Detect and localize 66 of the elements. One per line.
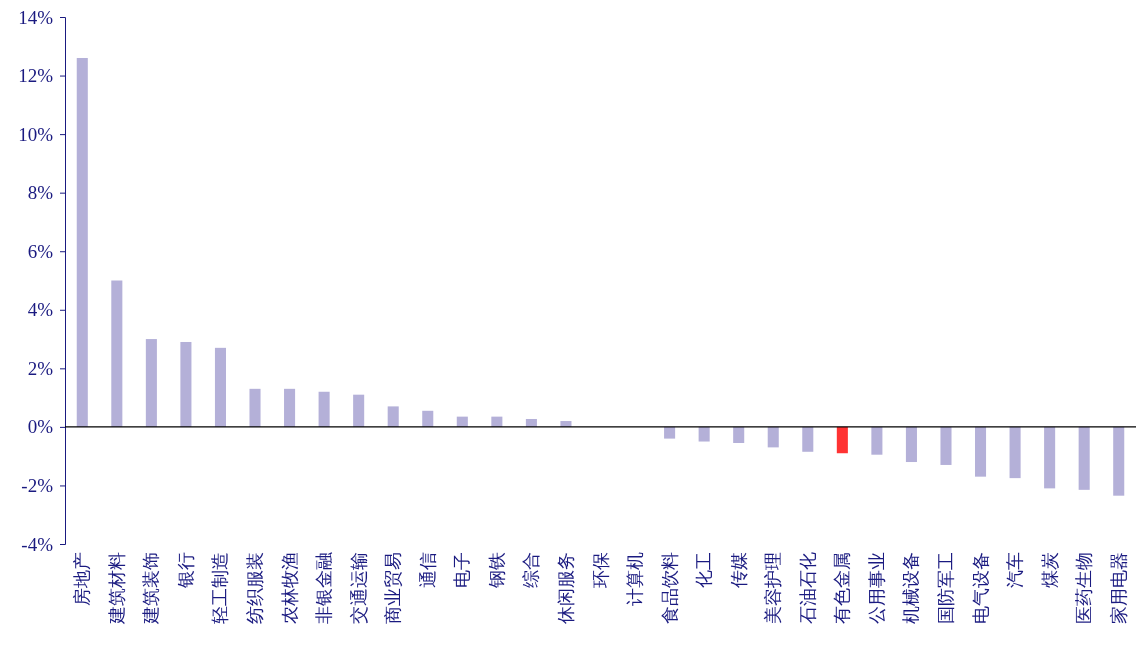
x-tick-label: 房地产 — [72, 552, 93, 606]
x-tick-label: 商业贸易 — [383, 552, 404, 624]
x-tick-label: 建筑装饰 — [141, 552, 162, 625]
y-tick-label: 0% — [27, 416, 54, 438]
x-tick-label: 环保 — [590, 552, 611, 588]
bar — [975, 426, 987, 477]
bar — [353, 394, 365, 427]
x-tick-label: 休闲服务 — [555, 552, 576, 624]
x-tick-label: 石油石化 — [797, 552, 818, 624]
x-tick-label: 计算机 — [625, 552, 646, 606]
bar — [1009, 426, 1021, 479]
x-tick-label: 电子 — [452, 552, 473, 588]
x-tick-label: 交通运输 — [348, 552, 369, 624]
x-tick-label: 机械设备 — [901, 552, 922, 624]
x-tick-label: 传媒 — [728, 552, 749, 588]
x-tick-label: 通信 — [417, 552, 438, 588]
bar — [387, 406, 399, 427]
bar — [802, 426, 814, 452]
x-tick-label: 公用事业 — [866, 552, 887, 624]
y-tick-label: 10% — [18, 123, 54, 145]
bar — [249, 388, 261, 427]
bar — [698, 426, 710, 442]
x-tick-label: 煤炭 — [1039, 552, 1060, 588]
y-tick-label: 14% — [18, 6, 54, 28]
y-tick-label: 6% — [27, 240, 54, 262]
x-tick-label: 汽车 — [1005, 552, 1026, 588]
bar — [836, 426, 848, 454]
x-tick-label: 非银金融 — [314, 552, 335, 624]
x-tick-label: 电气设备 — [970, 552, 991, 624]
bar — [318, 391, 330, 427]
x-tick-label: 农林牧渔 — [279, 552, 300, 624]
bar — [214, 347, 226, 427]
bar — [940, 426, 952, 465]
bar — [767, 426, 779, 448]
bar — [180, 341, 192, 427]
x-tick-label: 纺织服装 — [245, 552, 266, 624]
bar — [111, 280, 123, 427]
bar — [1044, 426, 1056, 489]
x-tick-label: 有色金属 — [832, 552, 853, 624]
bar — [664, 426, 676, 439]
bar — [871, 426, 883, 455]
bar — [145, 339, 157, 427]
bar — [733, 426, 745, 443]
y-tick-label: 4% — [27, 299, 54, 321]
y-tick-label: -4% — [21, 533, 54, 555]
bar — [905, 426, 917, 463]
x-tick-label: 银行 — [175, 552, 196, 589]
x-tick-label: 化工 — [694, 552, 715, 588]
bar — [76, 57, 88, 427]
bar — [284, 388, 296, 427]
x-tick-label: 钢铁 — [486, 552, 507, 589]
x-tick-label: 综合 — [521, 552, 542, 588]
y-tick-label: 2% — [27, 357, 54, 379]
bar — [1113, 426, 1125, 496]
bar — [422, 410, 434, 427]
x-tick-label: 美容护理 — [763, 552, 784, 624]
x-tick-label: 国防军工 — [935, 552, 956, 624]
x-tick-label: 医药生物 — [1074, 552, 1095, 624]
y-tick-label: -2% — [21, 475, 54, 497]
x-tick-label: 建筑材料 — [106, 552, 127, 625]
y-tick-label: 12% — [18, 65, 54, 87]
bar — [1078, 426, 1090, 490]
x-tick-label: 轻工制造 — [210, 552, 231, 624]
x-tick-label: 食品饮料 — [659, 552, 680, 624]
y-tick-label: 8% — [27, 182, 54, 204]
x-tick-label: 家用电器 — [1108, 552, 1129, 624]
